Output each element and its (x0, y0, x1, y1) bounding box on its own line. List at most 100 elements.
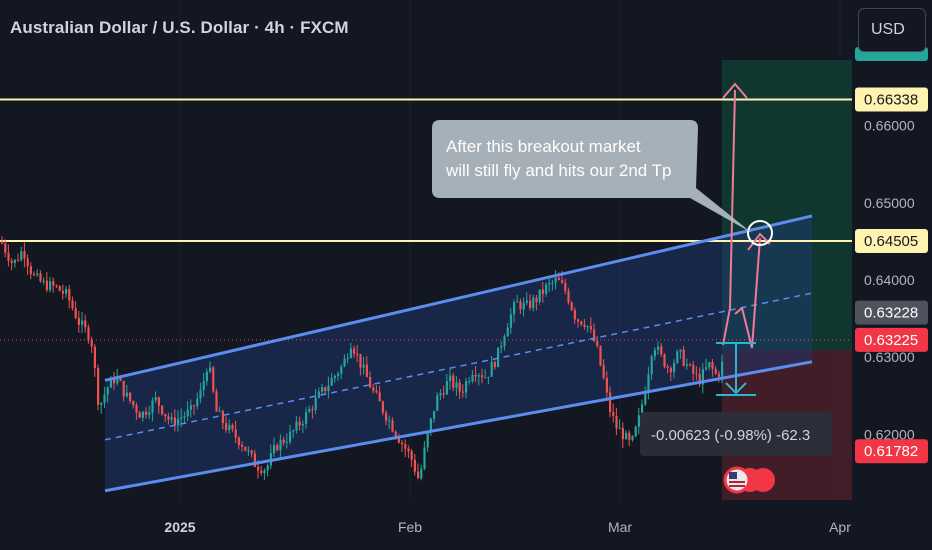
candle-body (349, 348, 352, 358)
candle-body (564, 282, 567, 291)
candle-body (644, 393, 647, 405)
candle-body (401, 442, 404, 445)
y-axis[interactable]: 0.66000 0.65000 0.64000 0.63000 0.62000 (864, 118, 915, 443)
currency-button[interactable]: USD (858, 8, 926, 52)
candle-body (586, 326, 589, 328)
candle-body (145, 411, 148, 415)
candle-body (33, 274, 36, 276)
candle-body (340, 366, 343, 374)
symbol-title[interactable]: Australian Dollar / U.S. Dollar · 4h · F… (10, 18, 349, 37)
candle-body (199, 389, 202, 399)
x-tick-label: Apr (829, 519, 851, 535)
candle-body (631, 436, 634, 440)
us-flag-icon[interactable] (723, 466, 751, 494)
candle-body (365, 364, 368, 378)
candle-body (1, 241, 4, 244)
candle-body (257, 466, 260, 471)
x-tick-label: 2025 (164, 519, 195, 535)
candle-body (84, 320, 87, 328)
candle-body (20, 251, 23, 261)
candle-body (295, 421, 298, 431)
candle-body (106, 387, 109, 395)
measure-tool[interactable] (716, 342, 756, 396)
candle-body (615, 415, 618, 429)
candle-body (52, 281, 55, 286)
candle-body (442, 393, 445, 395)
candle-body (314, 397, 317, 411)
candle-body (189, 405, 192, 410)
channel-upper-line[interactable] (104, 214, 813, 382)
candle-body (602, 365, 605, 378)
candle-body (481, 375, 484, 378)
candle-body (375, 390, 378, 393)
price-label: 0.66338 (855, 87, 928, 112)
candle-body (337, 373, 340, 376)
candle-body (417, 471, 420, 479)
candle-body (378, 392, 381, 402)
candle-body (426, 432, 429, 448)
candle-body (385, 412, 388, 421)
candle-body (324, 387, 327, 391)
candle-body (589, 326, 592, 330)
candle-body (458, 382, 461, 392)
candle-body (490, 362, 493, 377)
candle-body (625, 432, 628, 440)
candle-body (305, 412, 308, 424)
event-flag-icons[interactable] (723, 466, 775, 494)
candle-body (605, 377, 608, 393)
candle-body (714, 368, 717, 374)
candle-body (301, 423, 304, 426)
candle-body (58, 286, 61, 291)
candle-body (596, 340, 599, 346)
candle-body (138, 412, 141, 418)
breakout-circle[interactable] (747, 220, 773, 246)
projected-path[interactable] (722, 82, 771, 349)
candle-body (330, 378, 333, 386)
candle-body (129, 392, 132, 402)
candle-body (103, 394, 106, 403)
candle-body (173, 417, 176, 426)
candle-body (455, 382, 458, 388)
candle-body (71, 300, 74, 309)
annotation-callout[interactable]: After this breakout market will still fl… (432, 120, 752, 233)
candle-body (404, 444, 407, 449)
candles (1, 236, 724, 481)
candle-body (429, 418, 432, 433)
candle-body (663, 354, 666, 367)
candle-body (413, 459, 416, 472)
candle-body (26, 258, 29, 267)
candle-body (647, 374, 650, 394)
y-tick-label: 0.64000 (864, 272, 915, 288)
x-tick-label: Feb (398, 519, 422, 535)
measure-tooltip-text: -0.00623 (-0.98%) -62.3 (651, 427, 810, 444)
candle-body (42, 280, 45, 282)
candle-body (381, 401, 384, 413)
candle-body (548, 282, 551, 285)
candle-body (653, 349, 656, 357)
candle-body (369, 377, 372, 388)
candle-body (170, 417, 173, 420)
channel-lower-line[interactable] (104, 360, 813, 493)
candle-body (708, 362, 711, 368)
candle-body (609, 392, 612, 412)
candle-body (666, 366, 669, 369)
candle-body (97, 367, 100, 405)
candle-body (420, 468, 423, 479)
candle-body (573, 309, 576, 320)
candle-body (452, 375, 455, 388)
candle-body (538, 289, 541, 302)
candle-body (65, 289, 68, 294)
candle-body (698, 374, 701, 385)
candle-body (263, 470, 266, 474)
candle-body (29, 266, 32, 275)
candle-body (673, 362, 676, 373)
candle-body (561, 280, 564, 283)
candle-body (154, 397, 157, 401)
candle-body (81, 320, 84, 325)
candle-body (196, 398, 199, 407)
candle-body (68, 289, 71, 301)
candle-body (618, 428, 621, 430)
x-axis[interactable]: 2025 Feb Mar Apr (164, 519, 851, 535)
candle-body (180, 417, 183, 419)
